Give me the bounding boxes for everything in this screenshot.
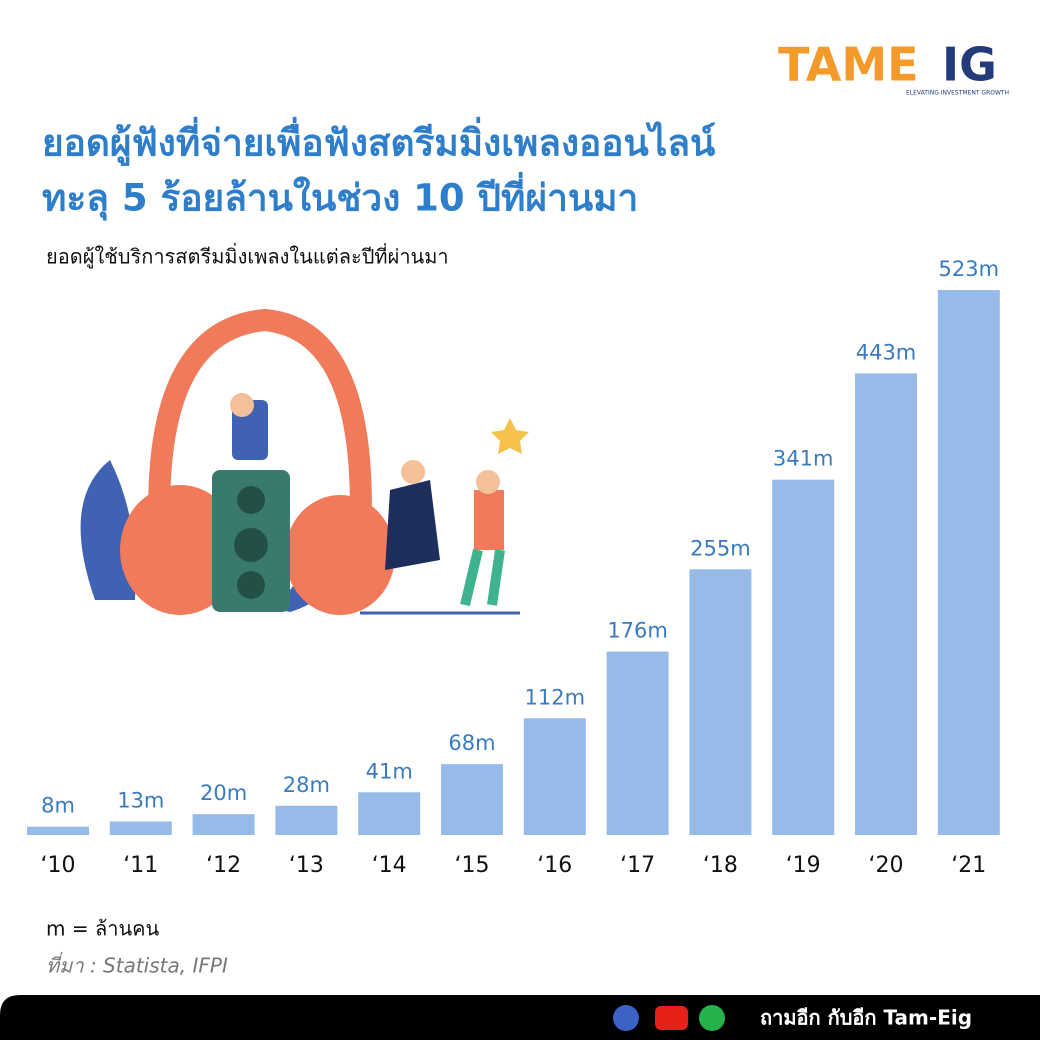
x-tick-label: ‘14	[372, 853, 407, 878]
youtube-icon[interactable]	[655, 1006, 688, 1030]
value-label: 443m	[856, 340, 917, 364]
x-tick-label: ‘18	[703, 853, 738, 878]
bar	[192, 814, 255, 835]
footer-text: ถามอีก กับอีก Tam-Eig	[760, 1006, 972, 1030]
bar	[772, 479, 835, 835]
logo-right: IG	[942, 38, 997, 92]
unit-note: m = ล้านคน	[46, 917, 159, 941]
value-label: 28m	[283, 773, 330, 797]
bar	[27, 826, 89, 835]
x-tick-label: ‘17	[620, 853, 655, 878]
bar	[275, 805, 338, 835]
value-label: 341m	[773, 447, 834, 471]
x-tick-label: ‘10	[41, 853, 76, 878]
x-tick-label: ‘20	[869, 853, 904, 878]
value-label: 255m	[690, 536, 751, 560]
x-tick-label: ‘21	[951, 853, 986, 878]
value-label: 13m	[117, 788, 164, 812]
value-label: 112m	[525, 685, 586, 709]
bar	[523, 718, 586, 835]
x-tick-label: ‘19	[786, 853, 821, 878]
x-tick-label: ‘13	[289, 853, 324, 878]
bar	[358, 792, 421, 835]
illustration	[80, 308, 529, 615]
bar	[606, 651, 669, 835]
x-tick-label: ‘11	[123, 853, 158, 878]
facebook-icon[interactable]	[613, 1005, 639, 1031]
value-label: 68m	[448, 731, 495, 755]
value-label: 41m	[366, 759, 413, 783]
bar	[937, 290, 1000, 835]
x-tick-label: ‘12	[206, 853, 241, 878]
value-label: 176m	[607, 619, 668, 643]
source: ที่มา : Statista, IFPI	[46, 952, 228, 978]
x-tick-label: ‘15	[455, 853, 490, 878]
value-label: 20m	[200, 781, 247, 805]
bar	[441, 764, 503, 835]
footer-bar	[0, 995, 1040, 1040]
logo-left: TAME	[778, 38, 919, 92]
bar	[855, 373, 917, 835]
value-label: 8m	[41, 794, 75, 818]
value-label: 523m	[939, 257, 1000, 281]
logo-tagline: ELEVATING INVESTMENT GROWTH	[906, 90, 1009, 97]
line-icon[interactable]	[699, 1005, 725, 1031]
title-line: ยอดผู้ฟังที่จ่ายเพื่อฟังสตรีมมิ่งเพลงออน…	[42, 117, 716, 167]
bar	[109, 821, 172, 835]
bar	[689, 569, 752, 835]
subtitle: ยอดผู้ใช้บริการสตรีมมิ่งเพลงในแต่ละปีที่…	[46, 243, 449, 270]
x-tick-label: ‘16	[537, 853, 572, 878]
title-line: ทะลุ 5 ร้อยล้านในช่วง 10 ปีที่ผ่านมา	[42, 172, 638, 222]
